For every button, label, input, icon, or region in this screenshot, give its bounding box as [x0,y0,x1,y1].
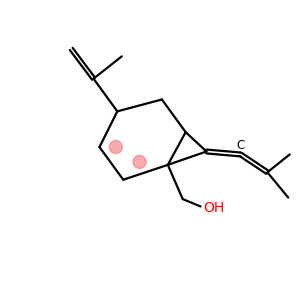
Text: C: C [236,139,245,152]
Circle shape [133,155,146,168]
Circle shape [109,140,122,154]
Text: OH: OH [203,201,224,215]
